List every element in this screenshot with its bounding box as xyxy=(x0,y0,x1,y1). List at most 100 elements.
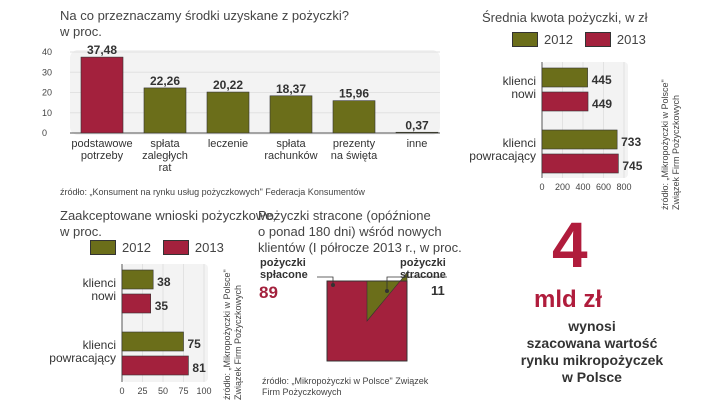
category-label-3-0: spłata xyxy=(276,138,306,150)
bar-value-label-1: 22,26 xyxy=(150,74,180,88)
x-tick-label-3: 75 xyxy=(178,386,188,396)
category-label-4-0: prezenty xyxy=(333,138,376,150)
bar-value-label-0: 37,48 xyxy=(87,43,117,57)
bar-value-label-2: 20,22 xyxy=(213,78,243,92)
legend-swatch-2012 xyxy=(512,32,538,47)
x-tick-label-4: 100 xyxy=(196,386,211,396)
chart-accepted-applications: 0 25 50 75 100kliencinowi3835kliencipowracaj… xyxy=(49,264,212,396)
x-tick-label-3: 600 xyxy=(596,182,611,192)
leader-lost-dot xyxy=(385,289,389,293)
category-label-2-0: leczenie xyxy=(208,138,248,150)
category-label-0-1: nowi xyxy=(511,87,536,101)
label-repaid-line1: pożyczki xyxy=(260,257,306,269)
bar-2013-1 xyxy=(541,153,619,174)
category-label-1-1: powracający xyxy=(469,149,536,163)
category-label-1-2: rat xyxy=(159,162,172,174)
category-label-1-1: powracający xyxy=(49,351,116,365)
x-tick-label-2: 50 xyxy=(158,386,168,396)
panel4-source: źródło: „Mikropożyczki w Polsce" Związek… xyxy=(262,376,428,398)
category-label-1-0: klienci xyxy=(503,136,536,150)
bar-value-label-2012-0: 38 xyxy=(157,275,171,289)
chart-average-amount: 0 200 400 600 800kliencinowi445449kliencipow… xyxy=(469,62,643,192)
panel3-legend: 2012 2013 xyxy=(90,240,224,255)
legend-label-2013: 2013 xyxy=(616,32,646,47)
panel2-source: źródło: „Mikropożyczki w Polsce" Związek… xyxy=(660,60,682,210)
y-tick-label-3: 30 xyxy=(42,67,52,77)
panel4-source-line1: źródło: „Mikropożyczki w Polsce" Związek xyxy=(262,376,429,386)
panel1-title-line2: w proc. xyxy=(60,24,102,39)
bar-value-label-5: 0,37 xyxy=(405,118,429,132)
category-label-1-0: klienci xyxy=(83,338,116,352)
category-label-3-1: rachunków xyxy=(264,150,317,162)
legend-swatch-2013 xyxy=(584,32,611,47)
panel3-title-line1: Zaakceptowane wnioski pożyczkowe, xyxy=(60,208,277,223)
y-tick-label-0: 0 xyxy=(42,128,47,138)
headline-desc-line3: rynku mikropożyczek xyxy=(520,352,664,368)
category-label-0-0: podstawowe xyxy=(71,138,132,150)
label-lost-line2: stracone xyxy=(400,269,446,281)
bar-2 xyxy=(206,91,250,134)
panel4-source-line2: Firm Pożyczkowych xyxy=(262,387,342,397)
category-label-0-1: nowi xyxy=(91,289,116,303)
label-lost: pożyczki stracone xyxy=(400,257,446,281)
bar-value-label-2012-1: 733 xyxy=(621,135,641,149)
headline-description: wynosi szacowana wartość rynku mikropoży… xyxy=(492,318,692,386)
bar-2012-0 xyxy=(121,269,154,290)
bar-value-label-2012-1: 75 xyxy=(188,337,202,351)
x-tick-label-2: 400 xyxy=(575,182,590,192)
bar-value-label-2012-0: 445 xyxy=(592,73,612,87)
category-label-1-1: zaległych xyxy=(142,150,188,162)
x-tick-label-4: 800 xyxy=(616,182,631,192)
plot-background xyxy=(122,264,208,382)
label-repaid: pożyczki spłacone xyxy=(260,257,308,281)
panel2-source-line2: Związek Firm Pożyczkowych xyxy=(671,94,681,210)
headline-number: 4 xyxy=(552,209,588,281)
bar-value-label-4: 15,96 xyxy=(339,87,369,101)
bar-2013-0 xyxy=(541,91,589,112)
bar-2012-1 xyxy=(541,129,618,150)
label-lost-line1: pożyczki xyxy=(400,257,446,269)
panel2-legend: 2012 2013 xyxy=(512,32,646,47)
panel3-title-line2: w proc. xyxy=(60,224,102,239)
category-label-0-0: klienci xyxy=(83,276,116,290)
panel4-title-line2: o ponad 180 dni) wśród nowych xyxy=(258,224,442,239)
bar-4 xyxy=(332,100,376,134)
category-label-1-0: spłata xyxy=(150,138,180,150)
panel1-source: źródło: „Konsument na rynku usług pożycz… xyxy=(60,187,365,197)
panel2-title: Średnia kwota pożyczki, w zł xyxy=(482,10,648,25)
panel1-title-line1: Na co przeznaczamy środki uzyskane z poż… xyxy=(60,8,350,23)
headline-desc-line4: w Polsce xyxy=(562,369,622,385)
bar-1 xyxy=(143,87,187,134)
y-tick-label-1: 10 xyxy=(42,108,52,118)
x-tick-label-1: 200 xyxy=(555,182,570,192)
panel3-source: źródło: „Mikropożyczki w Polsce" Związek… xyxy=(222,250,244,400)
category-label-0-0: klienci xyxy=(503,74,536,88)
pie-frame xyxy=(326,280,408,362)
leader-repaid-dot xyxy=(331,283,335,287)
x-tick-label-0: 0 xyxy=(539,182,544,192)
bar-2012-1 xyxy=(121,331,184,352)
legend-label-2012: 2012 xyxy=(544,32,573,47)
label-repaid-line2: spłacone xyxy=(260,269,308,281)
bar-2013-1 xyxy=(121,355,189,376)
bar-3 xyxy=(269,95,313,134)
y-tick-label-4: 40 xyxy=(42,47,52,57)
category-label-4-1: na święta xyxy=(331,150,378,162)
legend3-swatch-2012 xyxy=(90,240,116,255)
bar-value-label-2013-1: 745 xyxy=(622,159,642,173)
panel1-title: Na co przeznaczamy środki uzyskane z poż… xyxy=(60,8,349,40)
legend3-label-2012: 2012 xyxy=(122,240,151,255)
headline-desc-line1: wynosi xyxy=(568,318,616,334)
x-tick-label-1: 25 xyxy=(137,386,147,396)
bar-5 xyxy=(395,131,439,134)
y-tick-label-2: 20 xyxy=(42,88,52,98)
bar-value-label-2013-0: 449 xyxy=(592,97,612,111)
bar-value-label-2013-1: 81 xyxy=(192,361,206,375)
leader-repaid xyxy=(317,276,334,285)
panel4-title: Pożyczki stracone (opóźnione o ponad 180… xyxy=(258,208,462,256)
bar-value-label-3: 18,37 xyxy=(276,82,306,96)
bar-2013-0 xyxy=(121,293,152,314)
value-repaid: 89 xyxy=(259,283,278,302)
headline-unit: mld zł xyxy=(534,286,603,313)
